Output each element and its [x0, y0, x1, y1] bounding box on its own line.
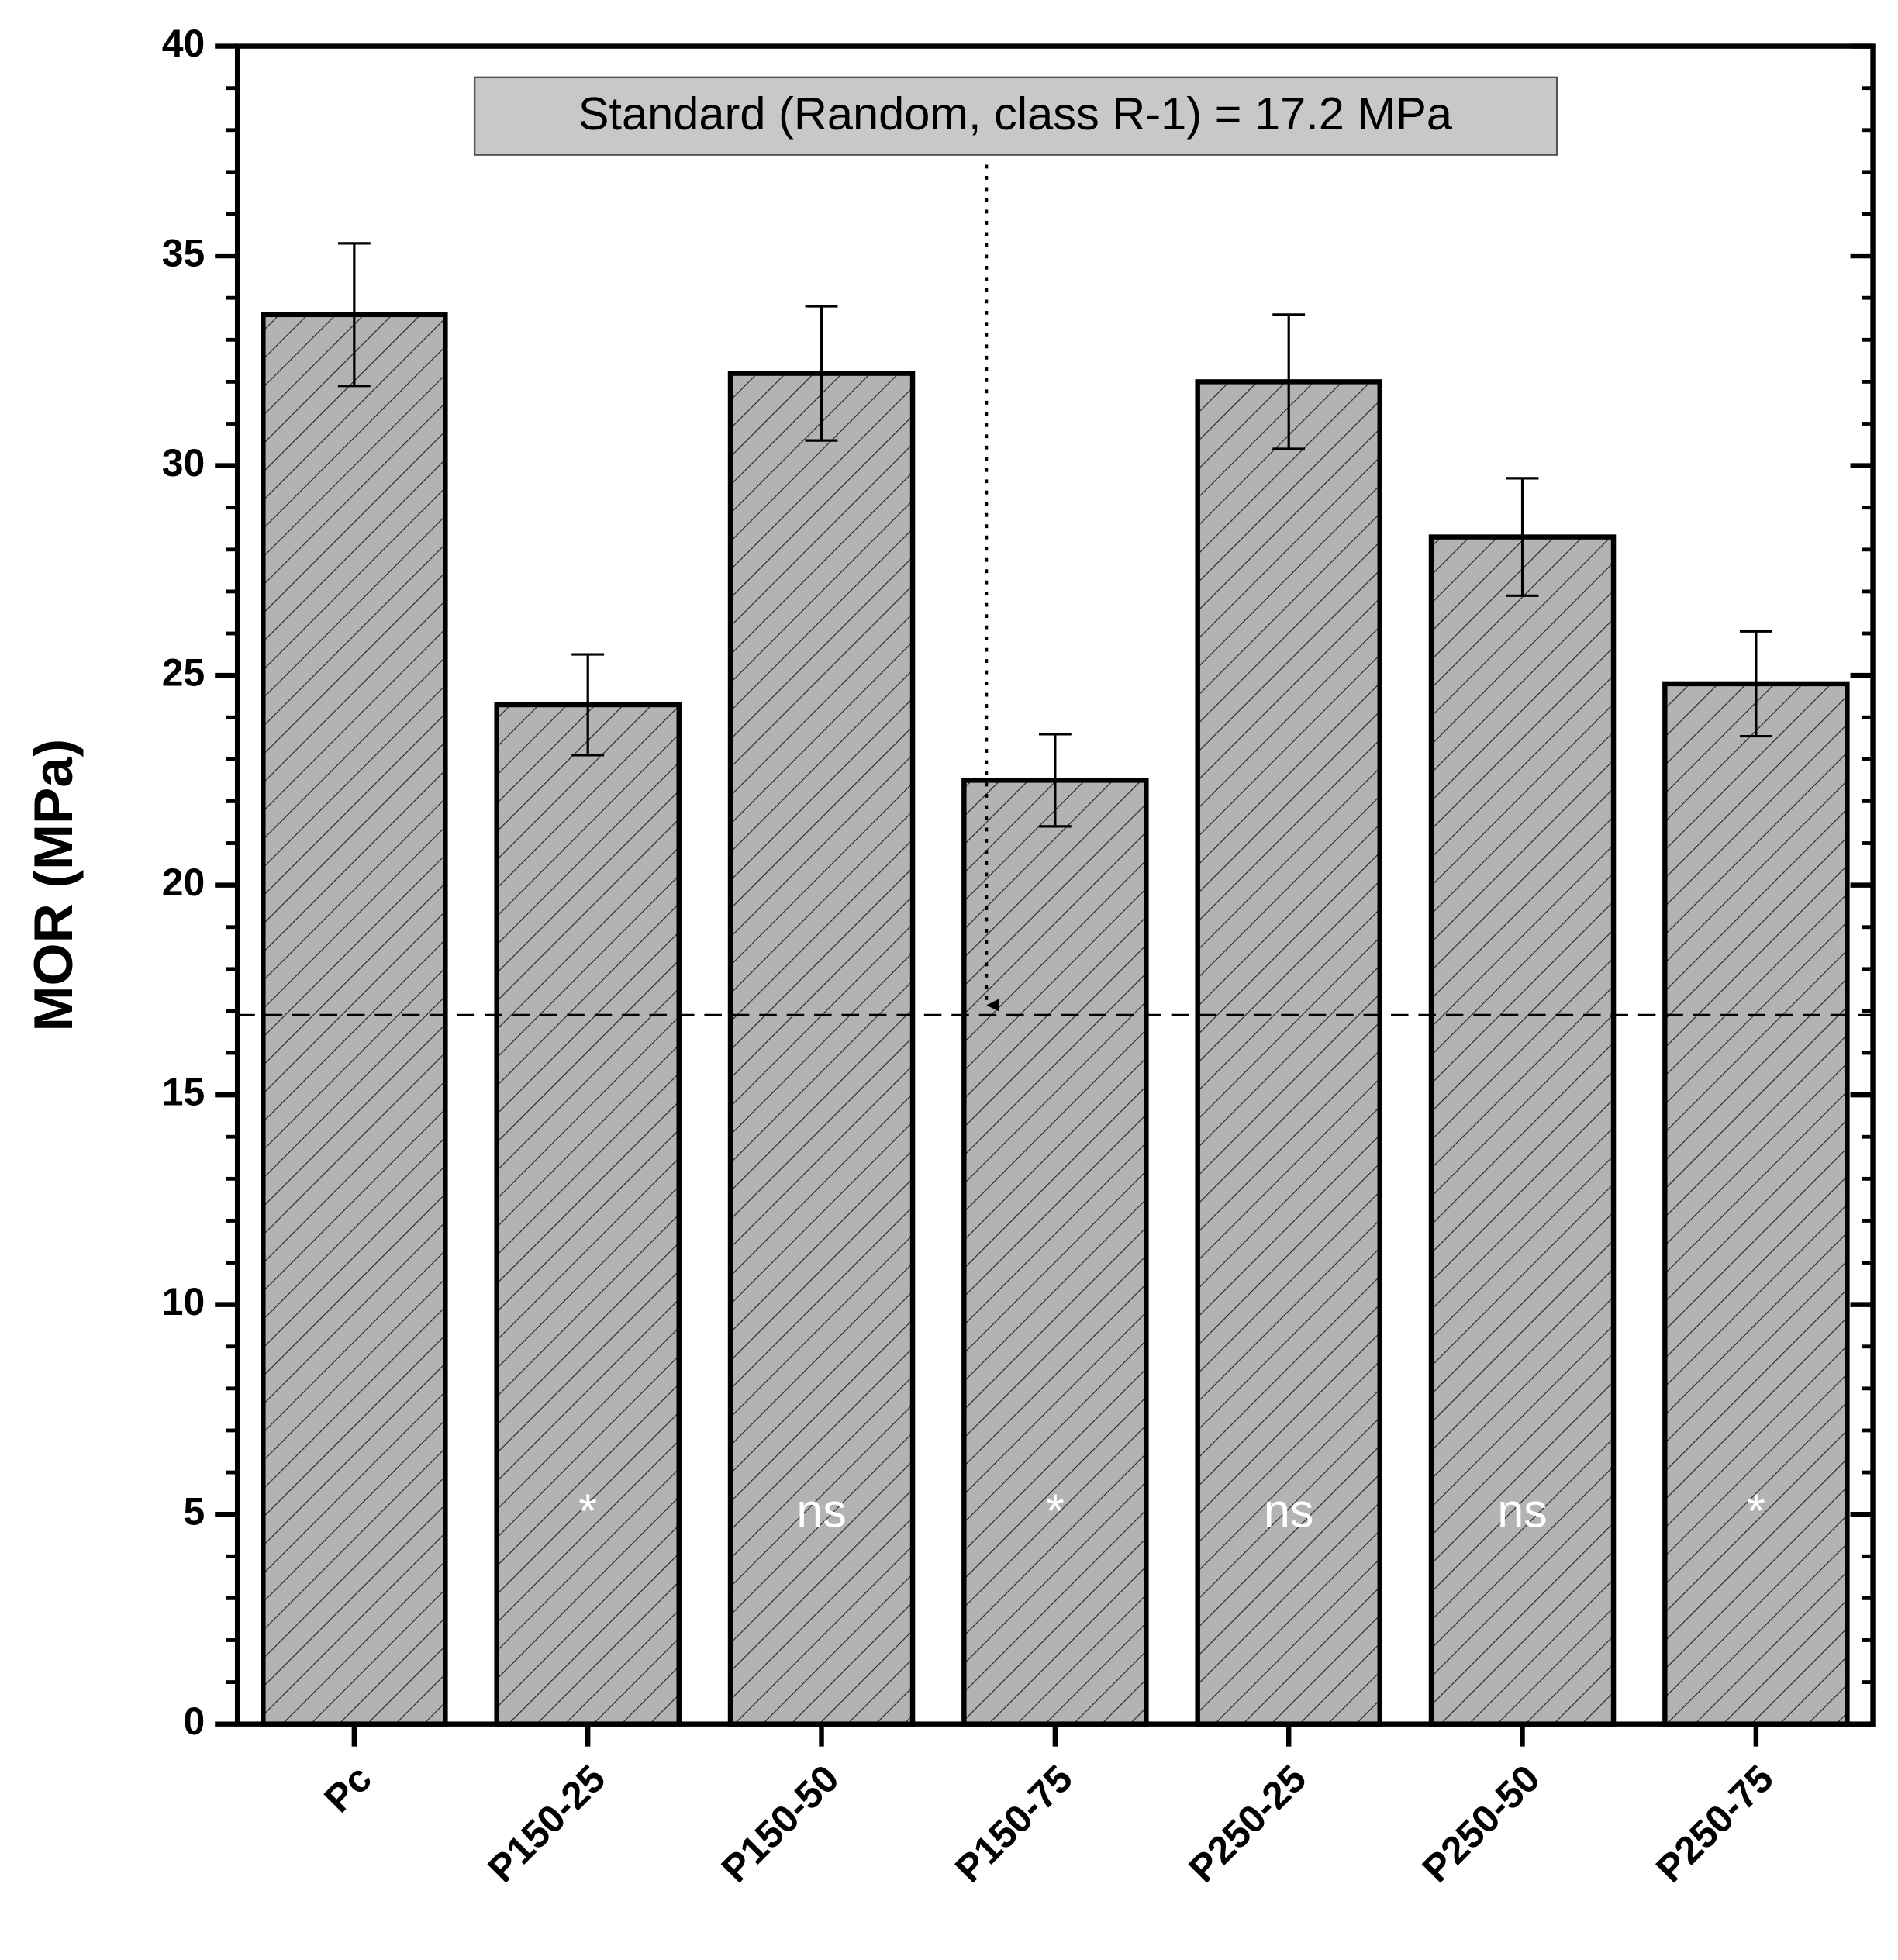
annotation-box [473, 76, 1558, 156]
significance-label: ns [1264, 1484, 1314, 1537]
y-tick-label: 40 [162, 22, 205, 65]
significance-label: ns [796, 1484, 847, 1537]
y-tick-label: 20 [162, 861, 205, 904]
y-tick-label: 0 [184, 1699, 205, 1743]
x-tick-label: P150-25 [479, 1757, 613, 1891]
annotation: Standard (Random, class R-1) = 17.2 MPa [578, 88, 1453, 140]
y-tick-label: 15 [162, 1070, 205, 1113]
y-axis-label: MOR (MPa) [23, 739, 85, 1032]
y-tick-label: 5 [184, 1489, 205, 1533]
x-tick-label: P150-50 [713, 1757, 847, 1891]
x-tick-label: P250-25 [1180, 1757, 1314, 1891]
bar [1662, 681, 1850, 1727]
bar [1195, 379, 1382, 1727]
bar [961, 778, 1149, 1727]
y-tick-label: 30 [162, 441, 205, 485]
x-tick-label: Pc [316, 1757, 380, 1821]
bar [494, 702, 682, 1727]
bar [1428, 534, 1617, 1727]
significance-label: * [1747, 1484, 1765, 1537]
significance-label: * [578, 1484, 597, 1537]
y-tick-label: 35 [162, 231, 205, 274]
x-tick-label: P250-75 [1648, 1757, 1782, 1891]
x-tick-label: P250-50 [1414, 1757, 1548, 1891]
significance-label: * [1046, 1484, 1065, 1537]
x-tick-label: P150-75 [947, 1757, 1081, 1891]
y-tick-label: 25 [162, 650, 205, 694]
bar [261, 312, 448, 1727]
significance-label: ns [1497, 1484, 1548, 1537]
y-tick-label: 10 [162, 1280, 205, 1323]
plot-frame [234, 43, 1876, 1727]
bar [727, 371, 916, 1727]
